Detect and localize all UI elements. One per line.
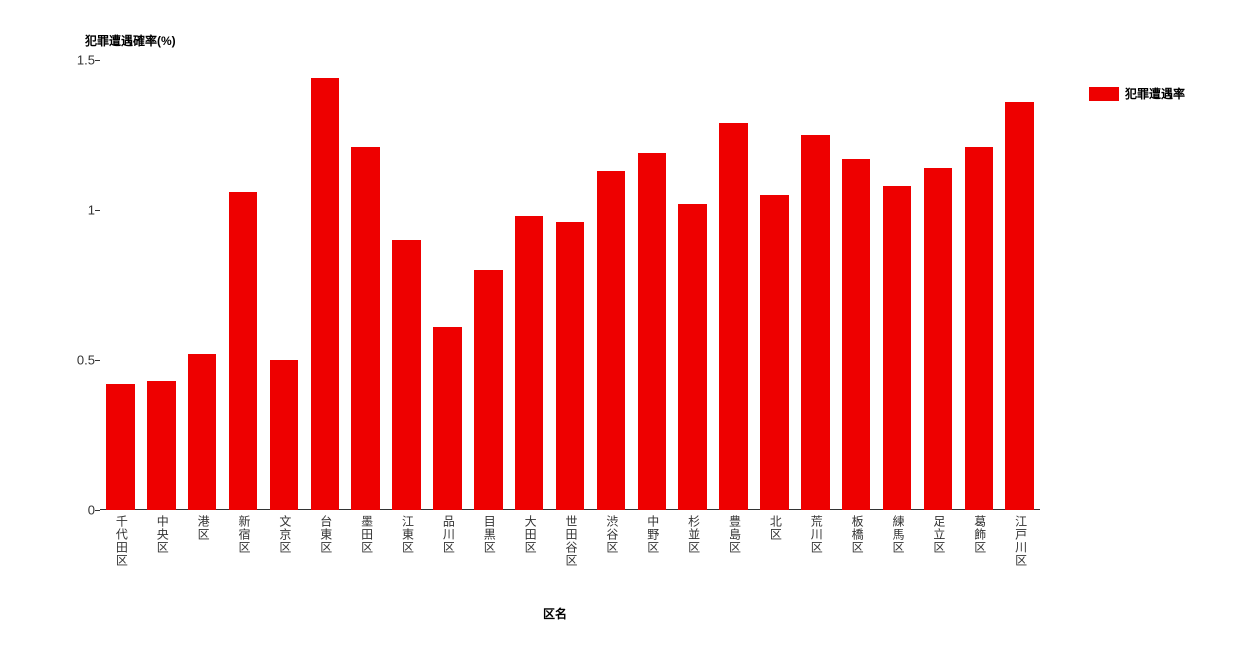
bar — [924, 168, 953, 510]
x-tick-label: 墨田区 — [359, 515, 376, 554]
bar — [515, 216, 544, 510]
bar-slot — [591, 60, 632, 510]
bar — [638, 153, 667, 510]
x-tick-label: 台東区 — [318, 515, 335, 554]
legend-label: 犯罪遭遇率 — [1125, 85, 1185, 102]
bar — [311, 78, 340, 510]
bar-slot — [672, 60, 713, 510]
x-tick-label: 江東区 — [400, 515, 417, 554]
y-tick-label: 1 — [60, 203, 95, 218]
y-tick-label: 0.5 — [60, 353, 95, 368]
x-tick-label: 文京区 — [277, 515, 294, 554]
bar-slot — [141, 60, 182, 510]
bar-slot — [754, 60, 795, 510]
x-tick-label: 品川区 — [440, 515, 457, 554]
x-tick-label: 世田谷区 — [563, 515, 580, 567]
x-tick-label: 目黒区 — [481, 515, 498, 554]
x-tick-label: 新宿区 — [236, 515, 253, 554]
bar-slot — [795, 60, 836, 510]
x-tick-label: 練馬区 — [890, 515, 907, 554]
bar — [392, 240, 421, 510]
bar — [433, 327, 462, 510]
bar — [597, 171, 626, 510]
x-tick-label: 江戸川区 — [1013, 515, 1030, 567]
legend: 犯罪遭遇率 — [1089, 85, 1185, 102]
bar-slot — [345, 60, 386, 510]
bar-slot — [918, 60, 959, 510]
y-tick-label: 1.5 — [60, 53, 95, 68]
bar — [965, 147, 994, 510]
bar-slot — [877, 60, 918, 510]
bar-slot — [713, 60, 754, 510]
bar-slot — [468, 60, 509, 510]
x-tick-label: 渋谷区 — [604, 515, 621, 554]
bar-slot — [550, 60, 591, 510]
bar — [719, 123, 748, 510]
y-tick-label: 0 — [60, 503, 95, 518]
x-tick-label: 港区 — [195, 515, 212, 541]
bar-slot — [427, 60, 468, 510]
y-axis-title: 犯罪遭遇確率(%) — [85, 32, 176, 49]
bar — [760, 195, 789, 510]
x-tick-label: 中野区 — [645, 515, 662, 554]
bar-slot — [223, 60, 264, 510]
bar-slot — [100, 60, 141, 510]
bar-slot — [836, 60, 877, 510]
bar — [106, 384, 135, 510]
x-tick-label: 豊島区 — [726, 515, 743, 554]
bar — [1005, 102, 1034, 510]
bar-slot — [182, 60, 223, 510]
y-tick-mark — [95, 510, 100, 511]
bar — [801, 135, 830, 510]
bar-slot — [999, 60, 1040, 510]
x-axis-title: 区名 — [543, 605, 567, 622]
x-tick-label: 足立区 — [931, 515, 948, 554]
x-tick-label: 荒川区 — [808, 515, 825, 554]
bar-slot — [386, 60, 427, 510]
bars-container — [100, 60, 1040, 510]
x-tick-label: 大田区 — [522, 515, 539, 554]
x-tick-label: 葛飾区 — [972, 515, 989, 554]
bar — [351, 147, 380, 510]
x-tick-label: 杉並区 — [686, 515, 703, 554]
bar — [556, 222, 585, 510]
bar-slot — [509, 60, 550, 510]
bar — [188, 354, 217, 510]
x-tick-label: 中央区 — [154, 515, 171, 554]
bar — [842, 159, 871, 510]
bar — [229, 192, 258, 510]
bar — [474, 270, 503, 510]
bar — [883, 186, 912, 510]
bar — [678, 204, 707, 510]
bar-slot — [264, 60, 305, 510]
bar-slot — [958, 60, 999, 510]
bar — [147, 381, 176, 510]
bar — [270, 360, 299, 510]
legend-swatch — [1089, 87, 1119, 101]
bar-slot — [304, 60, 345, 510]
x-tick-label: 千代田区 — [113, 515, 130, 567]
x-tick-label: 北区 — [767, 515, 784, 541]
x-tick-label: 板橋区 — [849, 515, 866, 554]
bar-slot — [631, 60, 672, 510]
